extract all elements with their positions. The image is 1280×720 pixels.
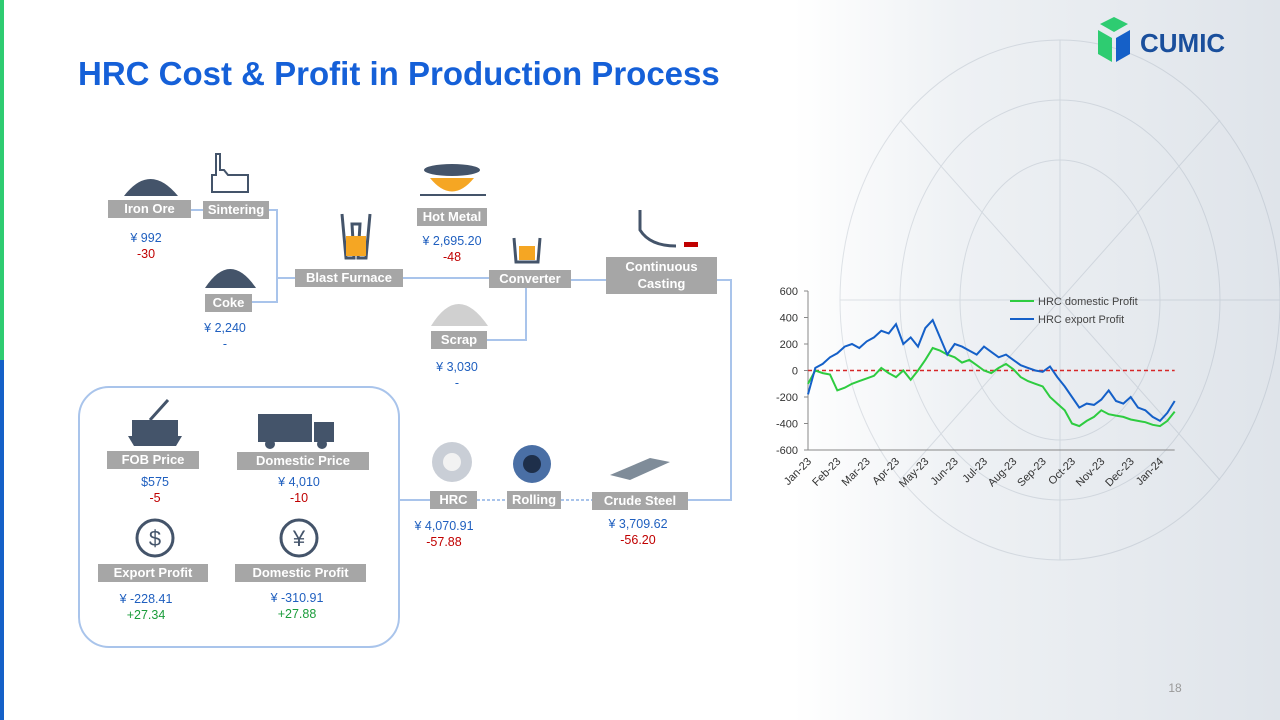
summary-change: -5 (149, 491, 161, 505)
node-change: - (454, 376, 460, 390)
y-tick-label: -400 (776, 419, 798, 431)
edge-stripe (0, 0, 4, 360)
node-change: -56.20 (620, 533, 656, 547)
node-price: ¥ 4,070.91 (414, 519, 474, 533)
summary-label: Domestic Profit (235, 564, 366, 582)
y-tick-label: 400 (780, 313, 798, 325)
node-label: Sintering (203, 201, 269, 219)
line-chart: -600 -400 -200 0 200 400 600 Jan-23Feb-23Mar-23… (776, 286, 1176, 490)
y-tick-label: 200 (780, 339, 798, 351)
node-label: Scrap (431, 331, 487, 349)
legend-label: HRC export Profit (1038, 314, 1124, 326)
summary-price: $575 (141, 475, 169, 489)
node-change: -48 (442, 250, 462, 264)
summary-label: Export Profit (98, 564, 208, 582)
node-label: Iron Ore (108, 200, 191, 218)
node-change: -57.88 (426, 535, 462, 549)
node-change: - (222, 337, 228, 351)
series-line (807, 346, 1176, 428)
node-label: HRC (430, 491, 477, 509)
summary-price: ¥ -310.91 (270, 591, 324, 605)
title: HRC Cost & Profit in Production Process (78, 55, 720, 92)
x-tick-label: May-23 (897, 456, 931, 490)
edge-stripe (0, 360, 4, 720)
node-label: Crude Steel (592, 492, 688, 510)
node-change: -30 (136, 247, 156, 261)
logo-icon (1098, 17, 1130, 62)
node-label: Coke (205, 294, 252, 312)
node-price: ¥ 3,709.62 (608, 517, 668, 531)
series-line (807, 318, 1176, 423)
node-label: Rolling (507, 491, 561, 509)
node-label: Blast Furnace (295, 269, 403, 287)
x-tick-label: Jan-23 (782, 456, 814, 488)
summary-price: ¥ 4,010 (278, 475, 320, 489)
summary-change: +27.88 (277, 607, 317, 621)
logo-text: CUMIC (1140, 28, 1225, 58)
legend-label: HRC domestic Profit (1038, 296, 1138, 308)
y-tick-label: -200 (776, 392, 798, 404)
node-price: ¥ 992 (130, 231, 162, 245)
node-label: Hot Metal (417, 208, 487, 226)
x-tick-label: Feb-23 (810, 456, 843, 489)
x-tick-label: Dec-23 (1103, 456, 1137, 490)
summary-change: +27.34 (126, 608, 166, 622)
page-number: 18 (1168, 681, 1182, 695)
x-tick-label: Sep-23 (1015, 456, 1049, 490)
summary-change: -10 (289, 491, 309, 505)
icons: $ ¥ (124, 153, 698, 558)
y-tick-label: -600 (776, 445, 798, 457)
x-tick-label: Oct-23 (1046, 456, 1078, 488)
summary-price: ¥ -228.41 (119, 592, 173, 606)
node-label: Continuous Casting (606, 257, 717, 294)
x-tick-label: Aug-23 (986, 456, 1020, 490)
x-tick-label: Jan-24 (1134, 456, 1166, 488)
summary-label: FOB Price (107, 451, 199, 469)
node-price: ¥ 2,695.20 (422, 234, 482, 248)
x-tick-label: Jun-23 (929, 456, 961, 488)
x-tick-label: Mar-23 (840, 456, 873, 489)
x-tick-label: Nov-23 (1074, 456, 1108, 490)
connectors (78, 209, 732, 648)
y-tick-label: 0 (792, 366, 798, 378)
svg-text:¥: ¥ (292, 526, 306, 551)
background-photo (839, 39, 1280, 561)
svg-text:$: $ (149, 526, 161, 551)
node-price: ¥ 3,030 (436, 360, 478, 374)
node-price: ¥ 2,240 (204, 321, 246, 335)
node-label: Converter (489, 270, 571, 288)
y-tick-label: 600 (780, 286, 798, 298)
summary-label: Domestic Price (237, 452, 369, 470)
